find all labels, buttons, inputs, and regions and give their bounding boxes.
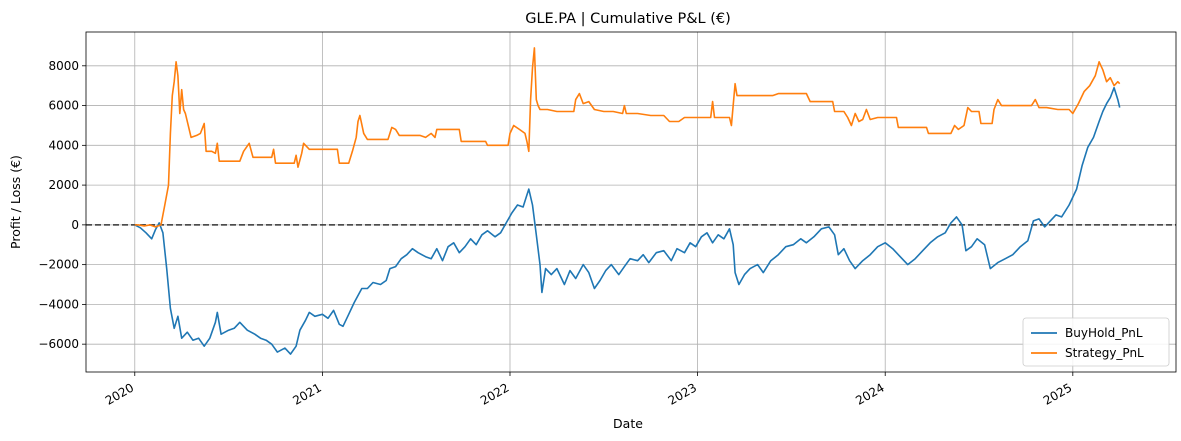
y-tick-label: −4000 xyxy=(38,297,79,311)
y-axis-ticks: −6000 −4000 −2000 0 2000 4000 6000 8000 xyxy=(38,59,86,351)
series-line-strategy-pnl xyxy=(134,47,1121,228)
y-tick-label: 8000 xyxy=(48,59,79,73)
legend-label: BuyHold_PnL xyxy=(1065,326,1143,340)
y-tick-label: −2000 xyxy=(38,258,79,272)
y-tick-label: 2000 xyxy=(48,178,79,192)
plot-frame xyxy=(85,31,1177,373)
legend-label: Strategy_PnL xyxy=(1065,346,1144,360)
legend-box xyxy=(1022,317,1170,367)
y-tick-label: 4000 xyxy=(48,138,79,152)
legend: BuyHold_PnL Strategy_PnL xyxy=(1022,317,1170,367)
y-tick-label: 6000 xyxy=(48,99,79,113)
chart-title: GLE.PA | Cumulative P&L (€) xyxy=(525,11,731,27)
y-tick-label: 0 xyxy=(71,218,79,232)
series-lines xyxy=(134,47,1121,355)
y-axis-label: Profit / Loss (€) xyxy=(8,155,23,249)
y-tick-label: −6000 xyxy=(38,337,79,351)
series-line-buyhold-pnl xyxy=(134,86,1121,355)
x-axis-label: Date xyxy=(613,416,643,431)
